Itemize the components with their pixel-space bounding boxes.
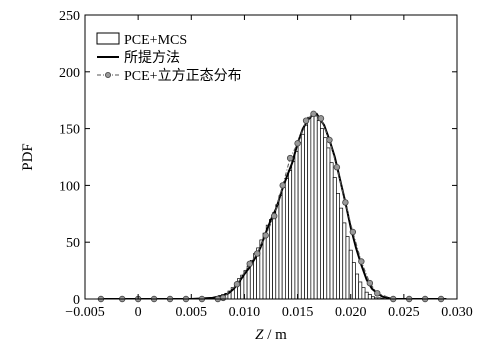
series-point-pce-cubic bbox=[279, 182, 286, 189]
histogram-bar bbox=[316, 120, 321, 299]
x-axis-label: Z / m bbox=[255, 327, 287, 343]
histogram-bar bbox=[323, 137, 328, 299]
series-point-pce-cubic bbox=[302, 117, 310, 124]
x-tick-label: 0.005 bbox=[176, 305, 208, 320]
legend-label-pce-mcs: PCE+MCS bbox=[124, 33, 187, 48]
series-point-pce-cubic bbox=[333, 164, 341, 171]
series-point-pce-cubic bbox=[349, 228, 357, 236]
histogram-bar bbox=[262, 232, 267, 299]
histogram-bar bbox=[367, 294, 372, 299]
histogram-bar bbox=[358, 281, 363, 299]
histogram-bar bbox=[336, 193, 340, 299]
y-tick-label: 150 bbox=[59, 123, 80, 138]
x-tick-label: 0.030 bbox=[441, 305, 473, 320]
x-tick-label: 0.015 bbox=[282, 305, 314, 320]
y-tick-label: 50 bbox=[66, 236, 80, 251]
legend-swatch-pce-mcs bbox=[96, 32, 120, 45]
series-point-pce-cubic bbox=[233, 281, 241, 288]
y-axis: 0 50 100 150 200 250 bbox=[59, 9, 457, 308]
y-tick-label: 0 bbox=[73, 293, 80, 308]
histogram-bar bbox=[269, 219, 273, 299]
series-point-pce-cubic bbox=[294, 140, 301, 147]
plot-frame bbox=[84, 14, 458, 300]
histogram-bar bbox=[304, 124, 309, 299]
histogram-bar bbox=[291, 161, 296, 299]
y-tick-label: 100 bbox=[59, 179, 80, 194]
series-point-pce-cubic bbox=[366, 279, 374, 287]
histogram-bar bbox=[355, 273, 360, 299]
series-point-pce-cubic bbox=[219, 294, 227, 302]
histogram-bar bbox=[294, 150, 299, 299]
histogram-bar bbox=[332, 177, 337, 299]
x-tick-label: 0.025 bbox=[388, 305, 420, 320]
legend-marker-pce-cubic bbox=[105, 72, 112, 79]
x-tick-label: 0.020 bbox=[335, 305, 367, 320]
series-point-pce-cubic bbox=[374, 290, 381, 297]
histogram-bar bbox=[361, 287, 366, 299]
x-tick-label: −0.005 bbox=[65, 305, 104, 320]
histogram-bar bbox=[345, 236, 350, 299]
histogram-bar bbox=[272, 212, 277, 299]
series-markers bbox=[97, 110, 445, 303]
series-point-pce-cubic bbox=[342, 199, 349, 206]
series-point-pce-cubic bbox=[246, 260, 253, 267]
series-point-pce-cubic bbox=[317, 115, 325, 122]
histogram-bar bbox=[320, 128, 324, 299]
histogram-bar bbox=[278, 195, 283, 299]
legend: PCE+MCS 所提方法 PCE+立方正态分布 bbox=[96, 32, 242, 84]
histogram-bar bbox=[310, 114, 315, 299]
legend-label-proposed: 所提方法 bbox=[124, 50, 180, 66]
series-point-pce-cubic bbox=[262, 232, 269, 239]
series-point-pce-cubic bbox=[286, 154, 294, 162]
histogram-bar bbox=[300, 133, 305, 299]
histogram-bar bbox=[342, 222, 347, 299]
histogram-bar bbox=[364, 291, 369, 299]
y-axis-label: PDF bbox=[20, 143, 36, 171]
histogram-bar bbox=[284, 178, 289, 299]
y-tick-label: 250 bbox=[59, 9, 80, 24]
histogram-bar bbox=[281, 187, 286, 299]
histogram-bar bbox=[307, 116, 312, 299]
histogram-bar bbox=[329, 162, 334, 299]
legend-label-pce-cubic: PCE+立方正态分布 bbox=[124, 68, 242, 84]
histogram-bar bbox=[351, 262, 356, 299]
histogram-bar bbox=[326, 147, 331, 299]
y-tick-label: 200 bbox=[59, 66, 80, 81]
histogram-bar bbox=[313, 115, 318, 299]
histogram-bar bbox=[297, 141, 302, 299]
x-tick-label: 0 bbox=[135, 305, 142, 320]
series-point-pce-cubic bbox=[326, 136, 333, 144]
histogram-bar bbox=[348, 249, 353, 299]
series-point-pce-cubic bbox=[310, 110, 317, 118]
x-axis: −0.005 0 0.005 0.010 0.015 0.020 0.025 0.030 bbox=[65, 15, 473, 320]
histogram-bar bbox=[339, 207, 344, 299]
histogram-bar bbox=[275, 204, 280, 299]
series-point-pce-cubic bbox=[253, 250, 261, 257]
histogram-bar bbox=[288, 170, 293, 299]
x-tick-label: 0.010 bbox=[229, 305, 261, 320]
series-point-pce-cubic bbox=[358, 258, 365, 265]
series-point-pce-cubic bbox=[270, 212, 278, 220]
